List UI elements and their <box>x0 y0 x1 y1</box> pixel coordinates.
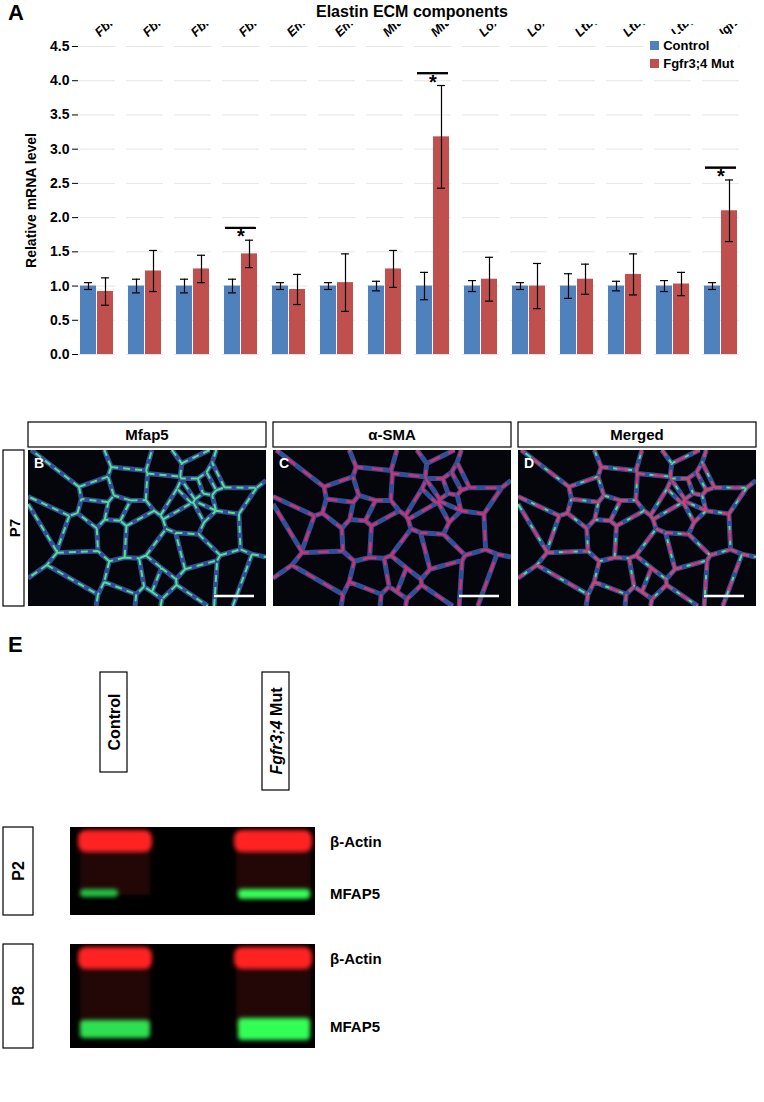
svg-text:P7: P7 <box>6 519 23 537</box>
svg-text:4.5: 4.5 <box>50 38 70 54</box>
svg-text:β-Actin: β-Actin <box>330 950 382 967</box>
svg-text:α-SMA: α-SMA <box>368 426 416 443</box>
svg-text:0.5: 0.5 <box>50 312 70 328</box>
svg-text:Fbn2: Fbn2 <box>235 24 268 40</box>
html-text:Elastin ECM components: Elastin ECM components <box>316 3 508 20</box>
svg-text:P2: P2 <box>10 861 27 881</box>
svg-text:*: * <box>429 71 437 93</box>
svg-text:MFAP5: MFAP5 <box>330 885 380 902</box>
svg-text:Relative mRNA level: Relative mRNA level <box>23 133 39 268</box>
svg-text:0.0: 0.0 <box>50 346 70 362</box>
svg-text:Merged: Merged <box>610 426 663 443</box>
svg-text:Fgfr3;4 Mut: Fgfr3;4 Mut <box>268 687 285 775</box>
svg-text:Loxl1: Loxl1 <box>523 24 558 40</box>
svg-text:β-Actin: β-Actin <box>330 833 382 850</box>
svg-text:*: * <box>237 225 245 247</box>
svg-text:Fbln5: Fbln5 <box>139 24 175 40</box>
svg-text:2.5: 2.5 <box>50 175 70 191</box>
svg-text:P8: P8 <box>10 986 27 1006</box>
svg-text:2.0: 2.0 <box>50 209 70 225</box>
svg-text:*: * <box>717 165 725 187</box>
svg-text:3.0: 3.0 <box>50 141 70 157</box>
svg-text:D: D <box>524 455 534 471</box>
svg-text:B: B <box>34 455 44 471</box>
svg-text:Emi2: Emi2 <box>331 24 364 40</box>
svg-text:Lox: Lox <box>475 24 502 40</box>
svg-text:E: E <box>8 632 23 657</box>
html-text:Control: Control <box>663 37 710 53</box>
svg-text:Control: Control <box>106 694 123 751</box>
svg-text:Emi1: Emi1 <box>283 24 316 40</box>
svg-text:4.0: 4.0 <box>50 72 70 88</box>
svg-text:Fbn1: Fbn1 <box>187 24 220 40</box>
svg-text:Mfap5: Mfap5 <box>125 426 168 443</box>
svg-text:MFAP5: MFAP5 <box>330 1018 380 1035</box>
svg-text:1.0: 1.0 <box>50 278 70 294</box>
svg-text:Ltbp1: Ltbp1 <box>571 24 607 40</box>
html-text:Fgfr3;4 Mut: Fgfr3;4 Mut <box>663 55 734 71</box>
svg-text:Fbln4: Fbln4 <box>91 24 127 40</box>
svg-text:Mfap2: Mfap2 <box>379 24 417 40</box>
svg-text:Mfap5: Mfap5 <box>427 24 465 40</box>
svg-text:1.5: 1.5 <box>50 243 70 259</box>
html-text:A: A <box>8 0 24 25</box>
svg-text:C: C <box>279 455 289 471</box>
svg-text:3.5: 3.5 <box>50 106 70 122</box>
